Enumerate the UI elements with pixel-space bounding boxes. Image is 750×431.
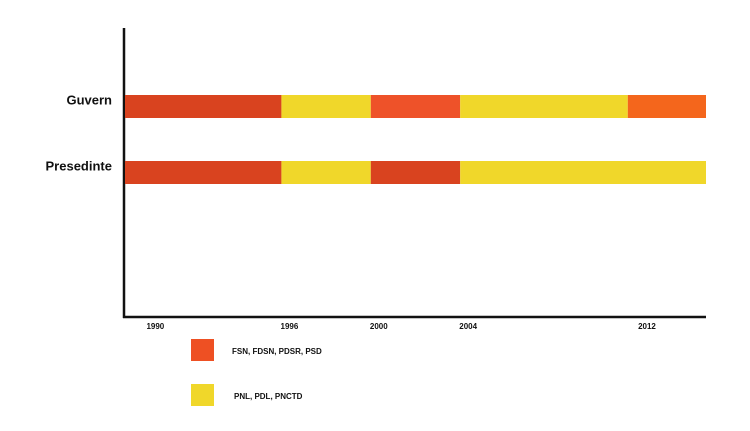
segment [281,161,371,184]
segment [281,95,371,118]
x-tick-label: 2012 [638,322,656,331]
segment [370,161,461,184]
segment [125,95,282,118]
x-tick-label: 1996 [281,322,299,331]
x-tick-label: 2000 [370,322,388,331]
segment [125,161,282,184]
segment [460,161,706,184]
row-label: Presedinte [46,158,112,173]
segment [370,95,461,118]
legend-swatch [191,339,214,361]
legend-swatch [191,384,214,406]
x-tick-label: 2004 [459,322,477,331]
segment [627,95,706,118]
legend-label: PNL, PDL, PNCTD [234,392,303,401]
segment [460,95,628,118]
x-tick-label: 1990 [146,322,164,331]
row-label: Guvern [66,92,112,107]
legend-label: FSN, FDSN, PDSR, PSD [232,347,322,356]
